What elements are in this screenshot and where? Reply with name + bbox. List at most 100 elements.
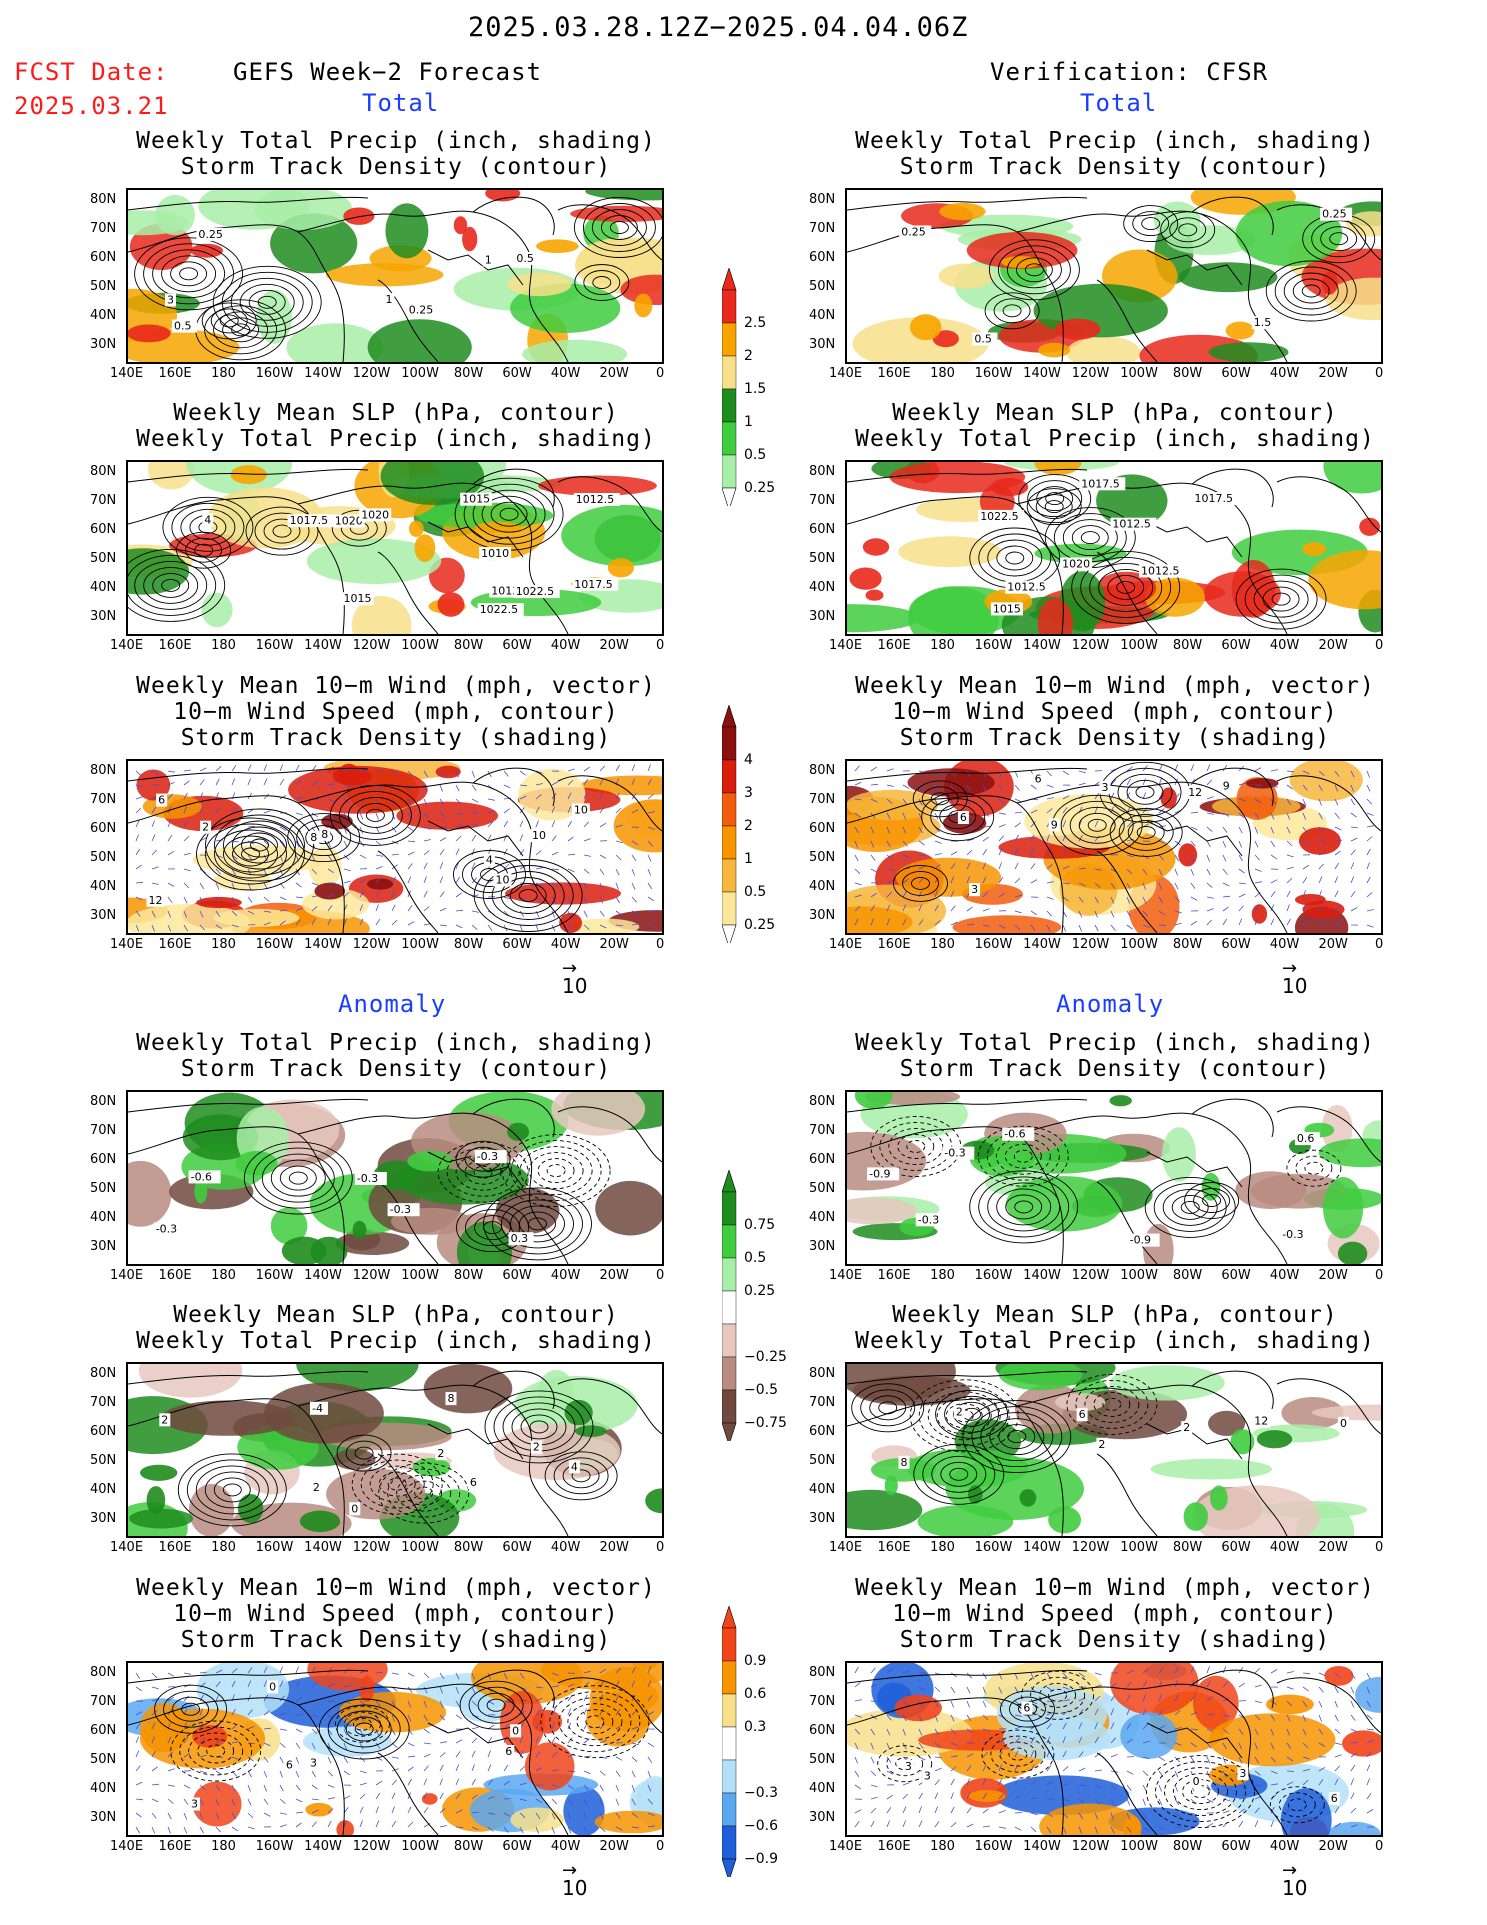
contour-line — [1007, 1430, 1027, 1444]
wind-vector — [1222, 1798, 1230, 1801]
lon-tick-label: 180 — [211, 1268, 236, 1283]
shading-cell — [1355, 1676, 1381, 1713]
colorbar-label: 0.5 — [744, 1250, 767, 1266]
wind-vector — [583, 910, 588, 918]
wind-vector — [1254, 798, 1262, 804]
wind-vector — [918, 770, 926, 774]
wind-vector — [1158, 882, 1162, 890]
contour-line — [241, 832, 278, 858]
wind-vector — [567, 779, 574, 786]
wind-vector — [343, 1728, 348, 1736]
wind-vector — [471, 784, 477, 791]
wind-vector — [1238, 868, 1245, 874]
shading-cell — [898, 536, 1002, 568]
wind-vector — [1222, 1728, 1229, 1734]
wind-vector — [215, 924, 223, 930]
wind-vector — [407, 1686, 413, 1693]
wind-vector — [1078, 1798, 1085, 1804]
wind-vector — [870, 892, 878, 898]
contour-line — [128, 548, 226, 622]
wind-vector — [631, 1770, 636, 1778]
wind-vector — [423, 770, 429, 778]
vector-ref-arrow-icon: → — [1282, 1860, 1298, 1881]
wind-vector — [1206, 896, 1214, 899]
contour-line — [544, 1451, 618, 1501]
wind-vector — [359, 1686, 367, 1689]
contour-line — [305, 825, 343, 851]
wind-vector — [854, 840, 858, 848]
wind-vector — [631, 1666, 636, 1674]
contour-line — [180, 508, 236, 546]
shading-cell — [1256, 1430, 1293, 1449]
wind-vector — [327, 1683, 335, 1688]
lat-tick-label: 80N — [90, 1665, 117, 1680]
wind-vector — [886, 1685, 895, 1688]
contour-label-bg — [1190, 1775, 1202, 1788]
vector-ref-label: 10 — [562, 974, 588, 998]
wind-vector — [950, 1792, 954, 1800]
shading-cell — [620, 274, 662, 305]
wind-vector — [567, 768, 575, 772]
wind-vector — [1334, 784, 1339, 792]
contour-line — [172, 1696, 210, 1722]
lat-tick-label: 40N — [90, 1210, 117, 1225]
wind-vector — [1302, 1728, 1307, 1736]
coastline — [1096, 551, 1158, 634]
wind-vector — [1142, 910, 1148, 917]
wind-vector — [1350, 1778, 1354, 1786]
wind-vector — [1206, 882, 1213, 888]
wind-vector — [647, 854, 652, 862]
wind-vector — [167, 1784, 175, 1787]
shading-cell — [854, 1092, 893, 1109]
lon-tick-label: 120W — [352, 638, 391, 653]
wind-vector — [135, 1723, 141, 1730]
contour-line — [1014, 1200, 1034, 1214]
contour-line — [272, 524, 292, 538]
wind-vector — [647, 1770, 651, 1778]
contour-line — [465, 1209, 520, 1247]
wind-vector — [247, 1680, 252, 1688]
wind-vector — [1174, 1666, 1179, 1674]
wind-vector — [1222, 826, 1228, 833]
coastline — [128, 196, 369, 211]
wind-vector — [1206, 1680, 1211, 1688]
coastline — [427, 1151, 524, 1188]
wind-vector — [982, 1728, 990, 1732]
wind-vector — [647, 1742, 655, 1748]
contour-line — [1080, 556, 1172, 618]
wind-vector — [1110, 1682, 1118, 1688]
contour-label: 2 — [161, 1413, 168, 1426]
wind-vector — [487, 1826, 494, 1832]
wind-vector — [870, 798, 878, 803]
lon-tick-label: 180 — [930, 366, 955, 381]
wind-vector — [519, 820, 524, 828]
contour-label-bg — [513, 585, 560, 599]
shading-cell — [968, 1790, 1006, 1802]
shading-cell — [1161, 1127, 1196, 1182]
wind-vector — [583, 1812, 588, 1820]
contour-line — [860, 1389, 916, 1427]
contour-line — [288, 1171, 308, 1185]
wind-vector — [854, 812, 861, 818]
wind-vector — [375, 854, 383, 857]
wind-vector — [583, 1784, 589, 1791]
wind-vector — [1222, 1742, 1227, 1750]
wind-vector — [1190, 882, 1196, 889]
contour-line — [206, 1744, 226, 1758]
wind-vector — [1062, 1798, 1070, 1802]
coastline — [1146, 1722, 1243, 1759]
wind-vector — [263, 1727, 272, 1730]
colorbar-segment — [721, 726, 737, 761]
contour-label: 0.25 — [901, 226, 926, 239]
wind-vector — [1366, 798, 1372, 805]
wind-vector — [183, 1826, 188, 1834]
contour-line — [477, 1692, 515, 1718]
wind-vector — [215, 792, 219, 800]
wind-vector — [1254, 918, 1258, 926]
wind-vector — [135, 1686, 143, 1692]
wind-vector — [982, 1672, 987, 1680]
wind-vector — [215, 1812, 220, 1820]
contour-line — [254, 512, 310, 550]
